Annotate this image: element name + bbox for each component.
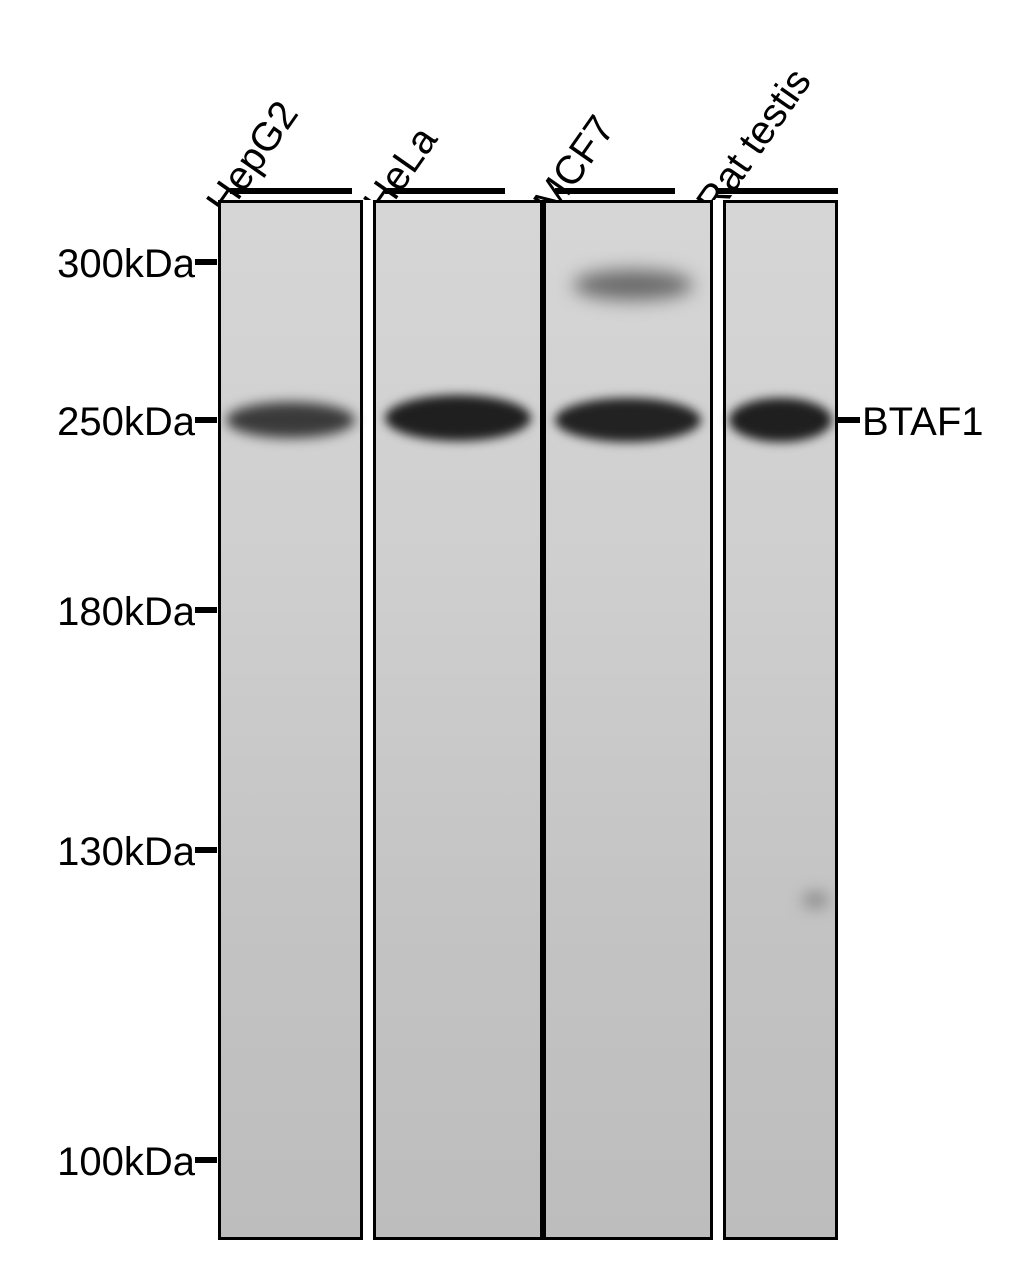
marker-label: 180kDa <box>57 590 195 635</box>
western-blot-figure: HepG2 HeLa MCF7 Rat testis 300kDa 250kDa… <box>0 0 1013 1280</box>
marker-label: 250kDa <box>57 400 195 445</box>
protein-band <box>385 395 531 441</box>
protein-label-tick <box>838 417 860 423</box>
gel-lane <box>373 200 543 1240</box>
lane-underline <box>555 188 675 194</box>
lane-separator <box>713 200 723 1240</box>
protein-band <box>555 398 701 442</box>
marker-label: 100kDa <box>57 1140 195 1185</box>
marker-tick <box>195 1157 217 1163</box>
protein-band <box>226 402 355 438</box>
lane-label-rat-testis: Rat testis <box>688 61 820 223</box>
gel-lane <box>543 200 713 1240</box>
marker-tick <box>195 607 217 613</box>
protein-band <box>729 398 832 442</box>
gel-image <box>218 200 838 1240</box>
marker-tick <box>195 847 217 853</box>
protein-band <box>573 270 693 300</box>
lane-underline <box>230 188 352 194</box>
marker-label: 300kDa <box>57 242 195 287</box>
lane-underline <box>385 188 505 194</box>
gel-lane <box>723 200 838 1240</box>
marker-label: 130kDa <box>57 830 195 875</box>
lane-separator <box>363 200 373 1240</box>
protein-label: BTAF1 <box>862 400 984 445</box>
gel-lane <box>218 200 363 1240</box>
lane-underline <box>718 188 838 194</box>
marker-tick <box>195 417 217 423</box>
protein-band <box>803 893 828 907</box>
marker-tick <box>195 259 217 265</box>
